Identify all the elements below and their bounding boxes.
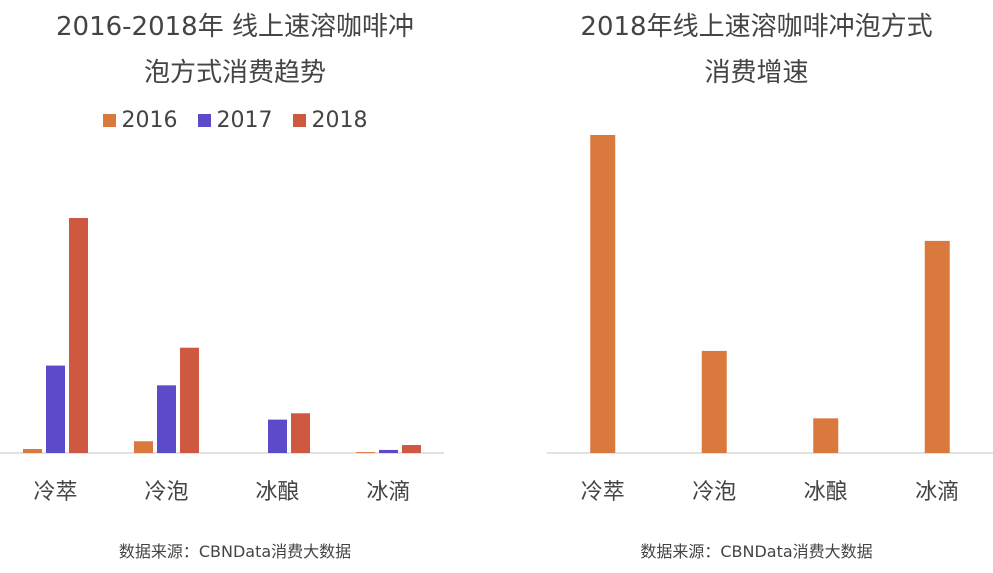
bar-冰酿-2017 xyxy=(268,419,287,453)
bar-冰滴-2017 xyxy=(379,449,398,453)
legend-label-2017: 2017 xyxy=(216,108,273,133)
bar-冰滴 xyxy=(924,240,950,453)
x-tick-label: 冷泡 xyxy=(692,480,736,505)
bar-冷泡-2016 xyxy=(134,441,153,453)
bar-冷萃-2017 xyxy=(46,365,65,453)
data-source-note: 数据来源：CBNData消费大数据 xyxy=(118,542,352,561)
trend-chart-panel: 2016-2018年 线上速溶咖啡冲 泡方式消费趋势 2016 2017 201… xyxy=(0,0,470,573)
x-tick-label: 冰酿 xyxy=(804,480,848,505)
trend-bar-chart: 冷萃 冷泡 冰酿 冰滴 xyxy=(0,218,444,505)
growth-chart-panel: 2018年线上速溶咖啡冲泡方式 消费增速 冷萃 冷泡 冰酿 冰滴 数据来源：CBNDa… xyxy=(520,0,993,573)
bar-冷萃-2016 xyxy=(23,449,42,453)
bar-冷泡-2018 xyxy=(180,347,199,453)
x-tick-label: 冷萃 xyxy=(33,480,77,505)
legend-swatch-2018 xyxy=(292,114,306,127)
x-tick-label: 冷泡 xyxy=(144,480,188,505)
chart-title-line-1: 2016-2018年 线上速溶咖啡冲 xyxy=(56,12,414,42)
chart-title-line-2: 泡方式消费趋势 xyxy=(143,58,326,88)
legend-swatch-2016 xyxy=(102,114,116,127)
x-tick-label: 冷萃 xyxy=(581,480,625,505)
legend-item-2018: 2018 xyxy=(292,108,368,133)
chart-title-line-2: 消费增速 xyxy=(704,58,809,88)
legend-swatch-2017 xyxy=(197,114,211,127)
x-tick-label: 冰酿 xyxy=(255,480,299,505)
legend-item-2017: 2017 xyxy=(197,108,273,133)
chart-title: 2016-2018年 线上速溶咖啡冲 泡方式消费趋势 xyxy=(0,4,470,96)
bar-冷萃-2018 xyxy=(69,218,88,453)
chart-legend: 2016 2017 2018 xyxy=(0,108,470,133)
data-source-note: 数据来源：CBNData消费大数据 xyxy=(640,542,873,561)
x-tick-label: 冰滴 xyxy=(366,480,410,505)
bar-冰滴-2016 xyxy=(356,452,375,453)
chart-title-line-1: 2018年线上速溶咖啡冲泡方式 xyxy=(580,12,933,42)
legend-item-2016: 2016 xyxy=(102,108,178,133)
legend-label-2016: 2016 xyxy=(121,108,178,133)
chart-title: 2018年线上速溶咖啡冲泡方式 消费增速 xyxy=(520,4,993,96)
x-tick-label: 冰滴 xyxy=(915,480,959,505)
bar-冷泡 xyxy=(701,350,727,453)
bar-冷萃 xyxy=(590,135,616,453)
bar-冰滴-2018 xyxy=(402,445,421,453)
legend-label-2018: 2018 xyxy=(311,108,368,133)
bar-冷泡-2017 xyxy=(157,385,176,453)
bar-冰酿-2018 xyxy=(291,413,310,453)
bar-冰酿 xyxy=(813,418,839,453)
growth-bar-chart: 冷萃 冷泡 冰酿 冰滴 xyxy=(547,135,993,505)
